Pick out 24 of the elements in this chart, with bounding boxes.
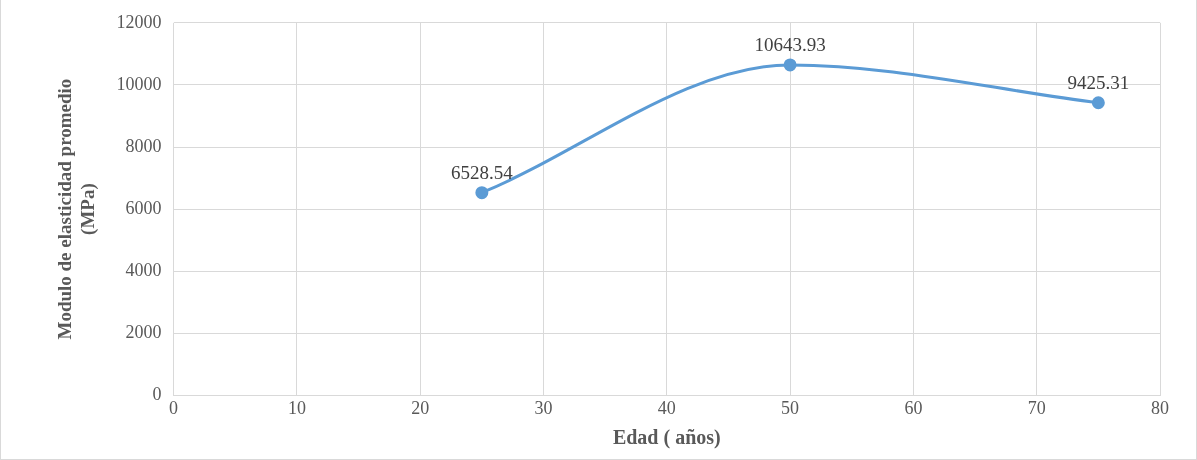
x-tick-label: 80 bbox=[1151, 397, 1169, 418]
point bbox=[475, 186, 489, 200]
y-tick-label: 10000 bbox=[116, 73, 162, 94]
y-tick-label: 8000 bbox=[125, 135, 162, 156]
y-tick-label: 2000 bbox=[125, 322, 162, 343]
x-tick-label: 40 bbox=[657, 397, 676, 418]
y-tick-label: 6000 bbox=[125, 197, 162, 218]
point bbox=[1091, 96, 1105, 110]
x-tick-label: 60 bbox=[904, 397, 923, 418]
y-axis-title: Modulo de elasticidad promedio (MPa) bbox=[54, 78, 100, 340]
x-axis-title: Edad ( años) bbox=[612, 426, 721, 450]
x-tick-label: 20 bbox=[411, 397, 430, 418]
data-label: 6528.54 bbox=[450, 162, 514, 184]
y-tick-label: 4000 bbox=[125, 259, 162, 280]
data-label: 9425.31 bbox=[1067, 72, 1130, 94]
data-label: 10643.93 bbox=[754, 34, 826, 56]
x-tick-label: 10 bbox=[287, 397, 306, 418]
y-tick-label: 12000 bbox=[116, 11, 162, 32]
point bbox=[783, 58, 797, 72]
x-tick-label: 50 bbox=[781, 397, 800, 418]
x-tick-label: 30 bbox=[534, 397, 553, 418]
x-tick-label: 70 bbox=[1027, 397, 1046, 418]
y-tick-label: 0 bbox=[152, 384, 162, 405]
x-tick-label: 0 bbox=[169, 397, 179, 418]
